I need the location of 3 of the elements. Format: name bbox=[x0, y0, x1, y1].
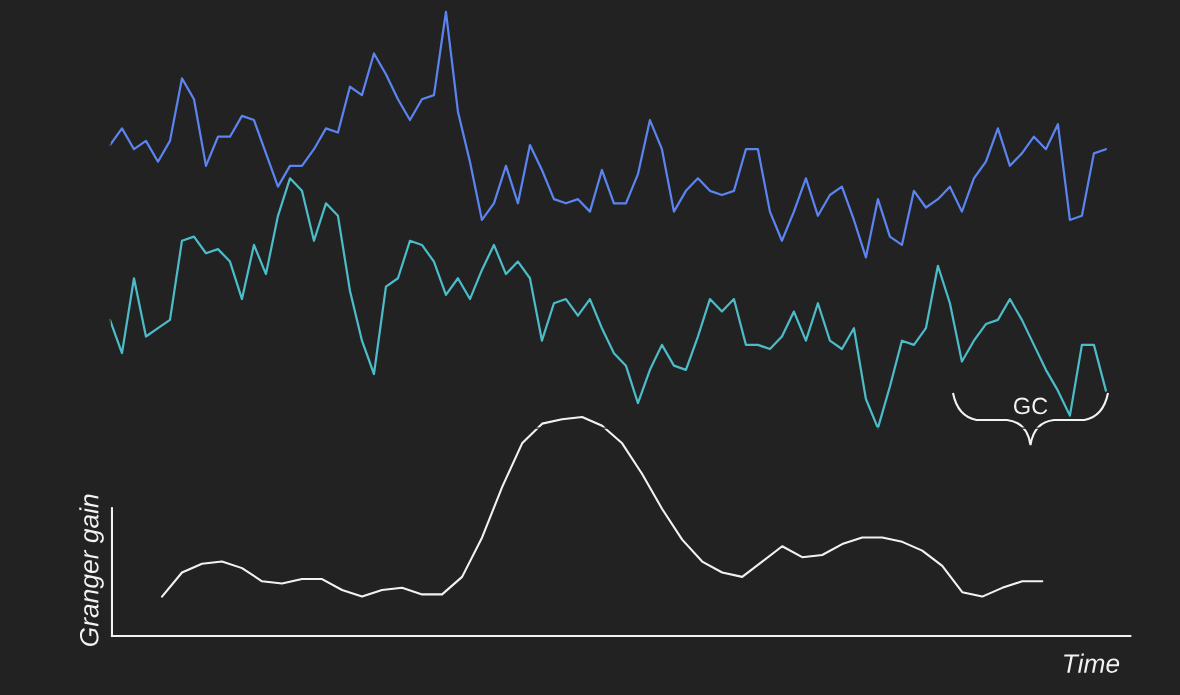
x-axis-title: Time bbox=[1064, 653, 1120, 673]
y-axis-title: Granger gain bbox=[79, 494, 104, 647]
annotation: GC bbox=[1013, 397, 1048, 415]
